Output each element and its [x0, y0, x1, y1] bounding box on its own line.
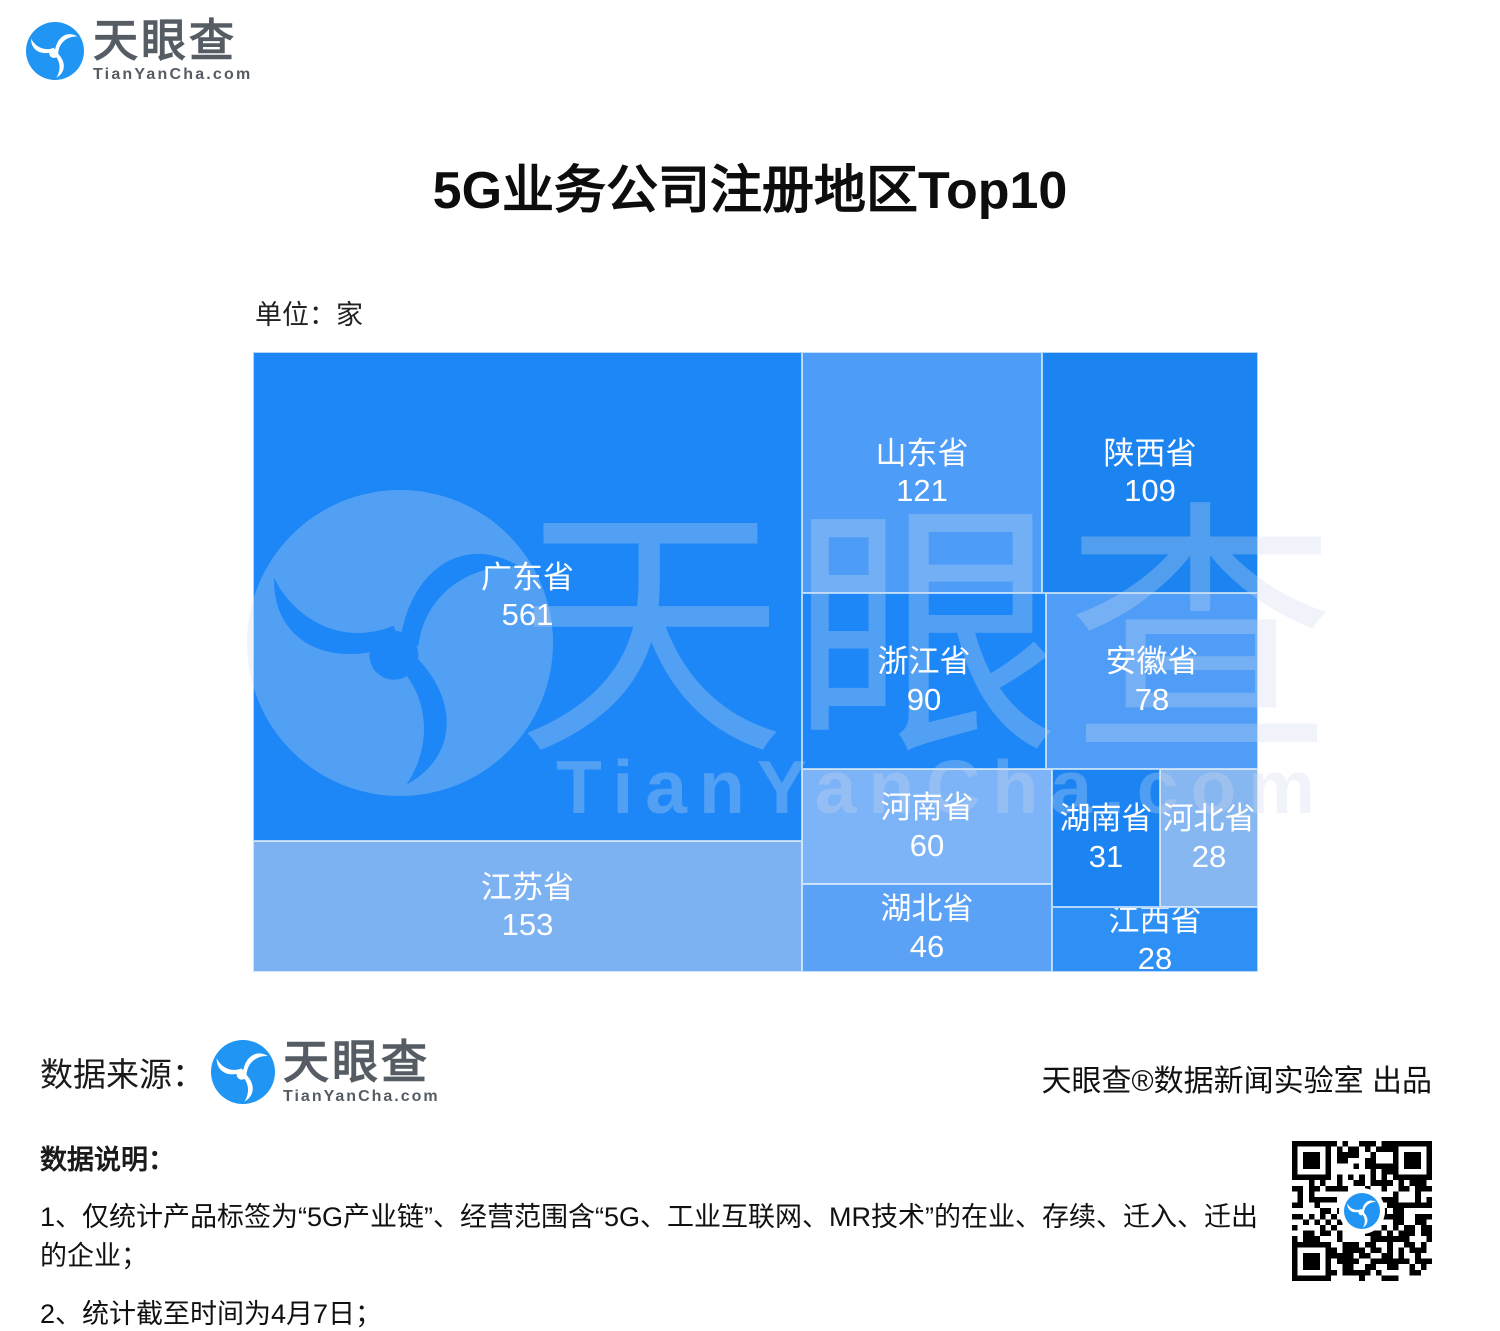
cell-value: 109 — [1124, 473, 1176, 509]
tianyancha-swirl-icon — [1344, 1193, 1380, 1229]
footer-brand-logo: 天眼查 TianYanCha.com — [211, 1039, 440, 1106]
cell-label: 山东省 — [875, 435, 969, 471]
treemap-cell[interactable]: 陕西省 109 — [1042, 352, 1258, 593]
data-source-label: 数据来源： — [40, 1056, 205, 1093]
treemap-cell[interactable]: 江苏省 153 — [253, 840, 803, 972]
treemap-cell[interactable]: 山东省 121 — [802, 352, 1043, 593]
cell-label: 江苏省 — [481, 869, 575, 905]
treemap-chart: 广东省 561 江苏省 153 山东省 121 陕西省 109 浙江省 90 安徽省 78 河南省 60 湖… — [253, 352, 1258, 972]
cell-value: 153 — [501, 907, 554, 943]
note-line-2: 2、统计截至时间为4月7日； — [40, 1299, 383, 1329]
cell-value: 121 — [896, 473, 948, 509]
cell-value: 31 — [1088, 839, 1124, 874]
treemap-cell[interactable]: 河南省 60 — [802, 769, 1053, 884]
cell-label: 湖南省 — [1059, 801, 1153, 837]
cell-value: 28 — [1191, 839, 1227, 874]
footer-brand-domain: TianYanCha.com — [283, 1087, 440, 1105]
qr-modules — [1292, 1141, 1432, 1286]
cell-value: 46 — [909, 929, 945, 964]
cell-label: 广东省 — [481, 559, 575, 595]
note-line-1: 1、仅统计产品标签为“5G产业链”、经营范围含“5G、工业互联网、MR技术”的在… — [40, 1202, 1259, 1271]
unit-label: 单位：家 — [255, 300, 363, 330]
page-title: 5G业务公司注册地区Top10 — [432, 162, 1068, 220]
tianyancha-swirl-icon — [26, 22, 84, 80]
brand-name: 天眼查 — [93, 15, 238, 66]
cell-label: 浙江省 — [877, 644, 971, 680]
treemap-cell[interactable]: 江西省 28 — [1052, 907, 1258, 972]
data-source: 数据来源： 天眼查 TianYanCha.com — [40, 1036, 440, 1108]
cell-label: 湖北省 — [880, 891, 974, 927]
treemap-cell[interactable]: 浙江省 90 — [802, 592, 1047, 769]
cell-label: 河北省 — [1162, 801, 1256, 837]
treemap-cell[interactable]: 河北省 28 — [1160, 769, 1258, 907]
cell-label: 江西省 — [1108, 907, 1202, 938]
tianyancha-swirl-icon — [211, 1040, 275, 1104]
cell-label: 陕西省 — [1103, 435, 1197, 471]
data-notes: 数据说明： 1、仅统计产品标签为“5G产业链”、经营范围含“5G、工业互联网、M… — [40, 1138, 1280, 1331]
cell-value: 561 — [501, 597, 554, 633]
credit-text: 天眼查®数据新闻实验室 出品 — [1041, 1065, 1432, 1098]
brand-domain: TianYanCha.com — [93, 66, 253, 83]
treemap-cell[interactable]: 湖南省 31 — [1052, 769, 1160, 907]
treemap-cell[interactable]: 广东省 561 — [253, 352, 803, 841]
cell-label: 河南省 — [880, 789, 974, 825]
cell-value: 28 — [1137, 940, 1173, 972]
treemap-cell[interactable]: 湖北省 46 — [802, 884, 1053, 972]
cell-value: 90 — [906, 681, 942, 717]
cell-value: 78 — [1134, 681, 1170, 717]
qr-center-logo — [1339, 1188, 1385, 1234]
footer-brand-name: 天眼查 — [283, 1035, 430, 1088]
notes-title: 数据说明： — [40, 1145, 175, 1175]
cell-label: 安徽省 — [1105, 644, 1199, 680]
treemap-cell[interactable]: 安徽省 78 — [1046, 592, 1258, 769]
cell-value: 60 — [909, 827, 945, 863]
qr-code — [1292, 1140, 1432, 1282]
brand-logo: 天眼查 TianYanCha.com — [26, 18, 252, 84]
